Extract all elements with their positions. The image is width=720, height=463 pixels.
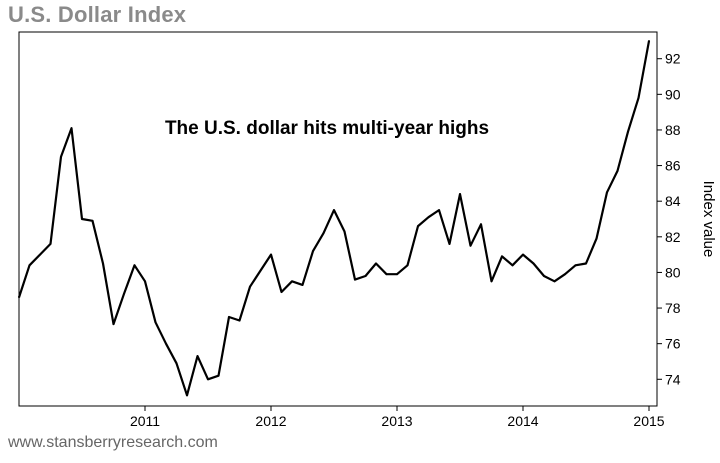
data-point xyxy=(259,269,262,272)
data-point xyxy=(207,378,209,381)
source-footer: www.stansberryresearch.com xyxy=(8,434,218,451)
data-point xyxy=(574,264,577,267)
y-tick-label: 92 xyxy=(665,51,681,67)
data-point xyxy=(175,362,178,365)
data-point xyxy=(112,323,115,325)
x-tick-label: 2014 xyxy=(507,413,538,429)
data-point xyxy=(81,218,83,220)
data-point xyxy=(522,253,524,256)
data-point xyxy=(70,127,73,130)
data-point xyxy=(501,255,503,258)
data-point xyxy=(469,244,472,247)
data-point xyxy=(595,237,598,240)
x-tick-label: 2013 xyxy=(381,413,412,429)
data-point xyxy=(553,280,556,283)
data-point xyxy=(312,250,314,252)
data-point xyxy=(49,243,52,245)
y-tick-label: 90 xyxy=(665,86,681,102)
data-point xyxy=(564,273,566,276)
y-axis-label: Index value xyxy=(700,181,717,258)
data-point xyxy=(186,394,188,397)
y-tick-label: 84 xyxy=(665,193,681,209)
y-tick-label: 74 xyxy=(665,371,681,387)
data-point xyxy=(39,253,41,256)
data-point xyxy=(91,219,94,222)
data-point xyxy=(417,225,419,228)
chart-annotation: The U.S. dollar hits multi-year highs xyxy=(165,118,489,139)
data-point xyxy=(270,253,272,256)
data-point xyxy=(438,209,440,211)
data-point xyxy=(490,280,493,283)
data-point xyxy=(291,280,293,283)
x-tick-label: 2011 xyxy=(130,413,160,429)
data-point xyxy=(364,275,367,277)
data-point xyxy=(511,264,514,267)
data-point xyxy=(616,170,619,172)
data-point xyxy=(427,216,430,219)
data-point xyxy=(28,264,31,267)
data-point xyxy=(144,280,146,283)
data-point xyxy=(585,262,587,265)
data-point xyxy=(280,291,283,293)
data-point xyxy=(385,273,388,276)
data-point xyxy=(333,209,335,211)
data-point xyxy=(196,355,199,358)
data-point xyxy=(217,374,220,377)
data-point xyxy=(354,278,356,281)
data-point xyxy=(322,232,325,235)
y-tick-label: 76 xyxy=(665,336,681,352)
data-point xyxy=(406,264,409,267)
data-point xyxy=(154,321,157,324)
x-tick-label: 2012 xyxy=(255,413,286,429)
data-point xyxy=(165,342,167,345)
data-point xyxy=(18,296,20,299)
data-point xyxy=(102,262,104,265)
data-point xyxy=(448,243,451,245)
data-point xyxy=(238,319,241,322)
data-point xyxy=(543,275,545,277)
plot-frame xyxy=(18,31,658,407)
y-tick-label: 82 xyxy=(665,229,681,245)
data-point xyxy=(228,316,230,318)
x-tick-label: 2015 xyxy=(633,413,664,429)
data-point xyxy=(627,130,629,133)
chart-title: U.S. Dollar Index xyxy=(8,2,187,27)
y-axis: 74 76 78 80 82 84 86 88 90 92 xyxy=(657,51,681,387)
data-point xyxy=(133,264,136,267)
data-point xyxy=(532,262,535,265)
data-point xyxy=(459,193,461,195)
y-tick-label: 78 xyxy=(665,300,681,316)
series-layer xyxy=(17,40,651,397)
y-tick-label: 80 xyxy=(665,264,681,280)
data-point xyxy=(396,273,398,276)
y-tick-label: 88 xyxy=(665,122,681,138)
data-point xyxy=(648,40,650,42)
y-tick-label: 86 xyxy=(665,158,681,174)
data-point xyxy=(60,155,62,158)
data-point xyxy=(480,223,482,226)
data-point xyxy=(606,191,608,194)
data-point xyxy=(637,96,640,99)
data-point xyxy=(375,262,377,265)
data-point xyxy=(123,292,125,295)
x-axis: 2011 2012 2013 2014 2015 xyxy=(130,406,665,429)
data-point xyxy=(343,230,346,233)
data-point xyxy=(249,285,251,288)
series-line xyxy=(17,40,651,397)
data-point xyxy=(301,283,304,286)
